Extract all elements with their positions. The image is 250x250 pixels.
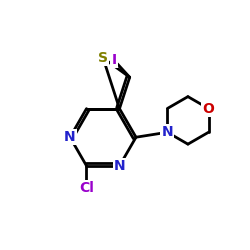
Text: Cl: Cl: [79, 181, 94, 195]
Text: N: N: [162, 125, 173, 139]
Text: O: O: [202, 102, 214, 116]
Text: S: S: [98, 51, 108, 65]
Text: N: N: [114, 159, 125, 173]
Text: I: I: [112, 53, 116, 67]
Text: N: N: [64, 130, 76, 144]
